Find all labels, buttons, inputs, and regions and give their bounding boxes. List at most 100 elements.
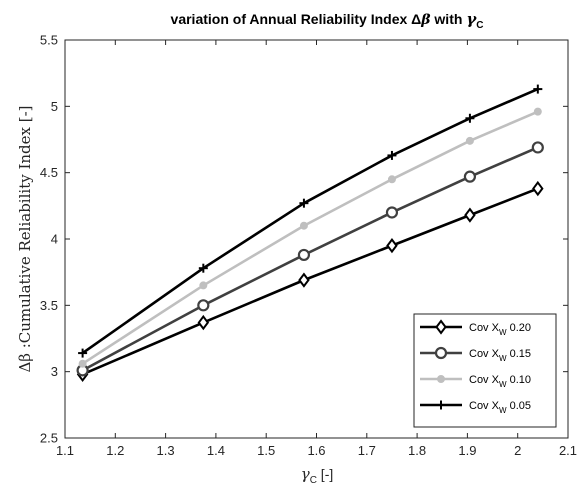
legend-label-main: Cov X: [469, 400, 500, 412]
legend-label-sub: W: [499, 354, 507, 363]
legend-item: Cov XW 0.20: [420, 319, 531, 337]
x-tick-label: 1.9: [458, 443, 476, 458]
x-tick-label: 1.8: [408, 443, 426, 458]
data-point: [533, 107, 542, 116]
legend-label-sub: W: [499, 380, 507, 389]
plot-frame: [64, 39, 569, 439]
diamond-marker: [386, 237, 398, 254]
x-axis-label: γC [-]: [301, 465, 334, 486]
legend-label-value: 0.10: [507, 374, 531, 386]
plus-marker: [387, 150, 397, 160]
plus-marker: [533, 84, 543, 94]
dot-marker: [437, 375, 445, 383]
y-tick-label: 5: [51, 99, 58, 114]
legend-item: Cov XW 0.15: [420, 346, 531, 363]
x-tick-label: 1.7: [358, 443, 376, 458]
chart-title: variation of Annual Reliability Index Δβ…: [171, 10, 484, 31]
plus-marker: [198, 263, 208, 273]
circle-marker: [197, 299, 210, 312]
legend-item: Cov XW 0.10: [420, 374, 531, 389]
x-tick-label: 1.6: [307, 443, 325, 458]
data-point: [465, 113, 475, 123]
y-tick-label: 4.5: [40, 165, 58, 180]
legend-label-main: Cov X: [469, 374, 500, 386]
dot-marker: [199, 281, 208, 290]
data-point: [197, 314, 210, 331]
diamond-marker: [298, 272, 310, 288]
legend-item: Cov XW 0.05: [420, 400, 531, 415]
diamond-marker: [464, 207, 476, 223]
legend-label-value: 0.05: [507, 400, 531, 412]
data-point: [299, 221, 308, 230]
data-point: [465, 136, 474, 145]
data-point: [298, 272, 310, 288]
data-point: [464, 207, 476, 223]
legend-label-main: Cov X: [469, 348, 500, 360]
plus-marker: [78, 348, 88, 358]
legend-label-main: Cov X: [469, 322, 500, 334]
circle-marker: [463, 170, 477, 183]
circle-marker: [434, 346, 448, 360]
data-point: [533, 84, 543, 94]
plus-marker: [299, 198, 309, 208]
legend-label: Cov XW 0.20: [469, 322, 531, 337]
plus-marker: [436, 400, 446, 410]
y-tick-label: 3: [51, 364, 58, 379]
data-point: [199, 281, 208, 290]
x-tick-label: 1.5: [257, 443, 275, 458]
series-4: [78, 84, 543, 358]
data-point: [78, 359, 87, 368]
y-tick-label: 3.5: [40, 298, 58, 313]
diamond-marker: [197, 314, 210, 331]
legend-box: [413, 313, 557, 428]
data-point: [532, 180, 544, 197]
legend-label-sub: W: [499, 328, 507, 337]
data-point: [78, 348, 88, 358]
dot-marker: [533, 107, 542, 116]
data-point: [387, 175, 396, 184]
diamond-marker: [532, 180, 544, 197]
circle-marker: [385, 206, 399, 219]
x-tick-label: 1.4: [207, 443, 225, 458]
data-point: [385, 206, 399, 219]
y-axis-label: Δβ :Cumulative Reliability Index [-]: [16, 105, 34, 372]
series-line: [81, 87, 539, 355]
legend-label: Cov XW 0.10: [469, 374, 531, 389]
y-tick-label: 5.5: [40, 33, 58, 48]
series-line: [82, 187, 539, 376]
circle-marker: [531, 141, 544, 154]
series-3: [78, 107, 542, 368]
x-tick-label: 2: [514, 443, 521, 458]
dot-marker: [387, 175, 396, 184]
circle-marker: [297, 248, 311, 262]
dot-marker: [465, 136, 474, 145]
data-point: [463, 170, 477, 183]
y-axis-ticks: 2.5 3 3.5 4 4.5 5 5.5: [40, 33, 568, 446]
data-point: [198, 263, 208, 273]
dot-marker: [299, 221, 308, 230]
x-axis-ticks: 1.1 1.2 1.3 1.4 1.5 1.6 1.7 1.8 1.9 2 2.1: [56, 40, 577, 458]
x-tick-label: 1.3: [157, 443, 175, 458]
data-point: [197, 299, 210, 312]
x-tick-label: 1.2: [106, 443, 124, 458]
x-tick-label: 2.1: [559, 443, 577, 458]
legend-label-value: 0.20: [507, 322, 531, 334]
series-line: [81, 110, 539, 365]
y-tick-label: 4: [51, 232, 58, 247]
plus-marker: [465, 113, 475, 123]
series-line: [81, 146, 539, 372]
data-point: [387, 150, 397, 160]
series-layer: [76, 84, 544, 382]
y-tick-label: 2.5: [40, 431, 58, 446]
legend-label: Cov XW 0.05: [469, 400, 531, 415]
data-point: [386, 237, 398, 254]
diamond-marker: [435, 319, 447, 335]
data-point: [297, 248, 311, 262]
legend-label-value: 0.15: [507, 348, 531, 360]
x-tick-label: 1.1: [56, 443, 74, 458]
data-point: [531, 141, 544, 154]
dot-marker: [78, 359, 87, 368]
data-point: [299, 198, 309, 208]
